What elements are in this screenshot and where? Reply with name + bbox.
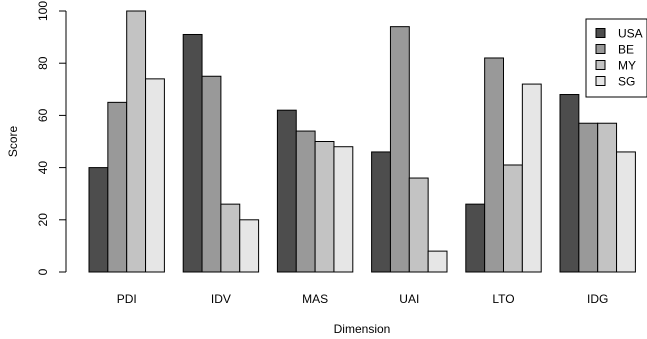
y-tick-label: 20 [36, 213, 50, 227]
y-tick-label: 100 [36, 1, 50, 21]
legend-label-sg: SG [618, 75, 635, 89]
bar-mas-sg [333, 146, 354, 273]
bars-group [88, 10, 636, 273]
legend-label-be: BE [618, 43, 634, 57]
y-axis-title: Score [6, 126, 20, 158]
bar-pdi-be [107, 101, 128, 273]
bar-mas-be [295, 130, 316, 273]
x-tick-label-mas: MAS [302, 292, 328, 306]
bar-uai-usa [371, 151, 391, 273]
bar-lto-be [484, 57, 504, 273]
bar-idv-sg [239, 219, 260, 273]
legend-label-my: MY [618, 59, 636, 73]
legend-swatch-be [595, 44, 606, 54]
bar-idv-my [220, 203, 241, 273]
x-axis-title: Dimension [334, 322, 391, 336]
bar-uai-my [408, 177, 429, 273]
legend-swatch-my [595, 60, 606, 70]
bar-uai-be [389, 26, 410, 273]
bar-pdi-sg [145, 78, 165, 273]
bar-idg-my [597, 122, 618, 273]
bar-idg-usa [559, 94, 580, 273]
bar-idv-be [201, 75, 222, 273]
bar-pdi-usa [88, 167, 109, 273]
legend: USA BE MY SG [585, 18, 647, 98]
bar-idv-usa [182, 33, 203, 273]
y-tick-label: 60 [36, 108, 50, 122]
bar-pdi-my [126, 10, 147, 273]
x-axis: PDI IDV MAS UAI LTO IDG [117, 292, 609, 306]
x-tick-label-idv: IDV [211, 292, 231, 306]
legend-swatch-sg [595, 76, 606, 86]
y-tick-label: 0 [36, 268, 50, 275]
bar-lto-sg [521, 83, 542, 273]
x-tick-label-idg: IDG [587, 292, 608, 306]
x-tick-label-uai: UAI [399, 292, 419, 306]
y-tick-label: 80 [36, 56, 50, 70]
bar-uai-sg [427, 250, 448, 273]
bar-lto-my [503, 164, 523, 273]
y-axis: 0 20 40 60 80 100 [36, 1, 67, 275]
legend-label-usa: USA [618, 27, 643, 41]
bar-lto-usa [465, 203, 486, 273]
y-tick-label: 40 [36, 161, 50, 175]
bar-idg-sg [616, 151, 636, 273]
bar-idg-be [578, 122, 599, 273]
x-tick-label-lto: LTO [492, 292, 514, 306]
bar-mas-my [314, 141, 335, 273]
bar-mas-usa [276, 109, 297, 273]
legend-swatch-usa [595, 28, 606, 38]
x-tick-label-pdi: PDI [117, 292, 137, 306]
